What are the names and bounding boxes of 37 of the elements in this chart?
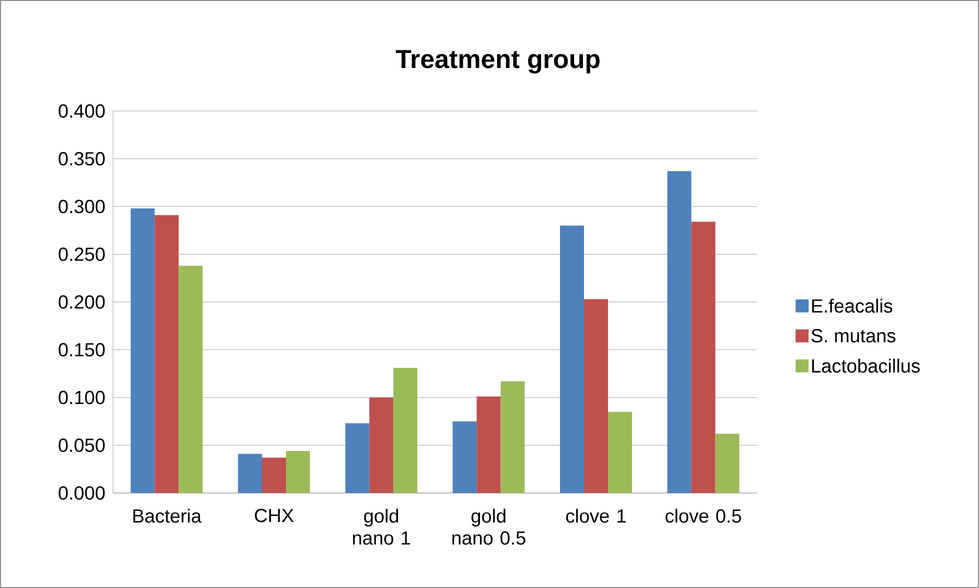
bar — [286, 450, 310, 493]
x-tick-label: clove 1 — [566, 508, 626, 523]
y-tick-label: 0.150 — [58, 343, 105, 356]
bar — [369, 398, 394, 493]
bar — [608, 412, 632, 493]
bar — [178, 266, 203, 493]
bar — [500, 381, 525, 493]
y-tick-label: 0.050 — [58, 438, 105, 452]
bar — [667, 171, 692, 493]
y-tick-label: 0.300 — [58, 200, 105, 214]
legend-label: S. mutans — [811, 329, 896, 342]
legend-label: E.feacalis — [812, 298, 892, 313]
bar — [154, 215, 179, 493]
y-tick-label: 0.000 — [58, 486, 105, 500]
x-tick-label: gold nano 1 — [353, 508, 410, 545]
bar — [130, 208, 155, 493]
x-tick-label: gold nano 0.5 — [452, 508, 526, 545]
bar — [238, 454, 262, 493]
y-tick-label: 0.350 — [58, 152, 105, 166]
bar — [452, 421, 477, 493]
bar — [715, 434, 740, 493]
y-tick-label: 0.100 — [58, 390, 105, 404]
bar — [584, 299, 608, 493]
bar — [262, 458, 286, 493]
x-tick-label: CHX — [254, 508, 294, 522]
bar — [476, 396, 501, 493]
bar — [560, 226, 584, 493]
y-tick-label: 0.250 — [58, 248, 105, 261]
y-tick-label: 0.400 — [58, 104, 105, 118]
x-tick-label: Bacteria — [133, 508, 202, 523]
y-tick-label: 0.200 — [58, 295, 105, 309]
bar — [345, 423, 370, 493]
x-tick-label: clove 0.5 — [666, 508, 742, 523]
bar — [393, 368, 418, 493]
chart-title: Treatment group — [396, 50, 600, 74]
bar — [691, 222, 716, 493]
legend-label: Lactobacillus — [812, 358, 920, 373]
